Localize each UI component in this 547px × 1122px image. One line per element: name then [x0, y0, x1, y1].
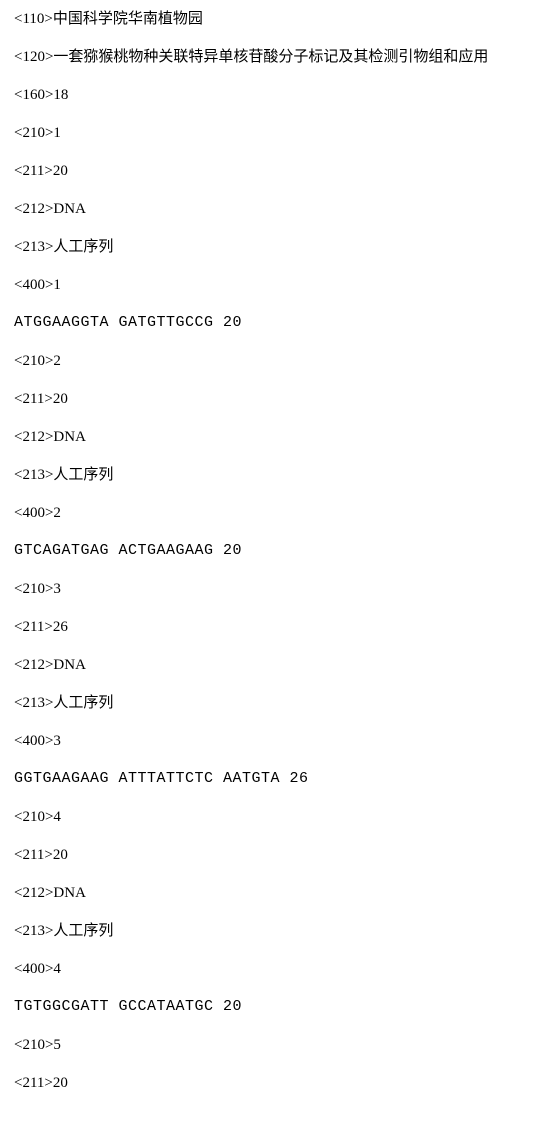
listing-line: <211>20 — [14, 846, 547, 864]
listing-line: <213>人工序列 — [14, 466, 547, 484]
listing-line: <211>20 — [14, 162, 547, 180]
listing-line: <211>26 — [14, 618, 547, 636]
listing-line: <212>DNA — [14, 656, 547, 674]
listing-line: <160>18 — [14, 86, 547, 104]
listing-line: <212>DNA — [14, 200, 547, 218]
listing-line: ATGGAAGGTA GATGTTGCCG 20 — [14, 314, 547, 332]
listing-line: <210>1 — [14, 124, 547, 142]
listing-line: <210>2 — [14, 352, 547, 370]
listing-line: <210>3 — [14, 580, 547, 598]
listing-line: <213>人工序列 — [14, 694, 547, 712]
listing-line: <110>中国科学院华南植物园 — [14, 10, 547, 28]
listing-line: <212>DNA — [14, 428, 547, 446]
listing-line: <400>1 — [14, 276, 547, 294]
listing-line: <210>4 — [14, 808, 547, 826]
listing-line: TGTGGCGATT GCCATAATGC 20 — [14, 998, 547, 1016]
listing-line: GGTGAAGAAG ATTTATTCTC AATGTA 26 — [14, 770, 547, 788]
listing-line: <400>4 — [14, 960, 547, 978]
listing-line: <213>人工序列 — [14, 922, 547, 940]
listing-line: <212>DNA — [14, 884, 547, 902]
listing-line: <120>一套猕猴桃物种关联特异单核苷酸分子标记及其检测引物组和应用 — [14, 48, 547, 66]
listing-line: <400>2 — [14, 504, 547, 522]
listing-line: <400>3 — [14, 732, 547, 750]
listing-line: <213>人工序列 — [14, 238, 547, 256]
listing-line: GTCAGATGAG ACTGAAGAAG 20 — [14, 542, 547, 560]
listing-line: <211>20 — [14, 1074, 547, 1092]
sequence-listing: <110>中国科学院华南植物园 <120>一套猕猴桃物种关联特异单核苷酸分子标记及… — [14, 10, 547, 1092]
listing-line: <210>5 — [14, 1036, 547, 1054]
listing-line: <211>20 — [14, 390, 547, 408]
